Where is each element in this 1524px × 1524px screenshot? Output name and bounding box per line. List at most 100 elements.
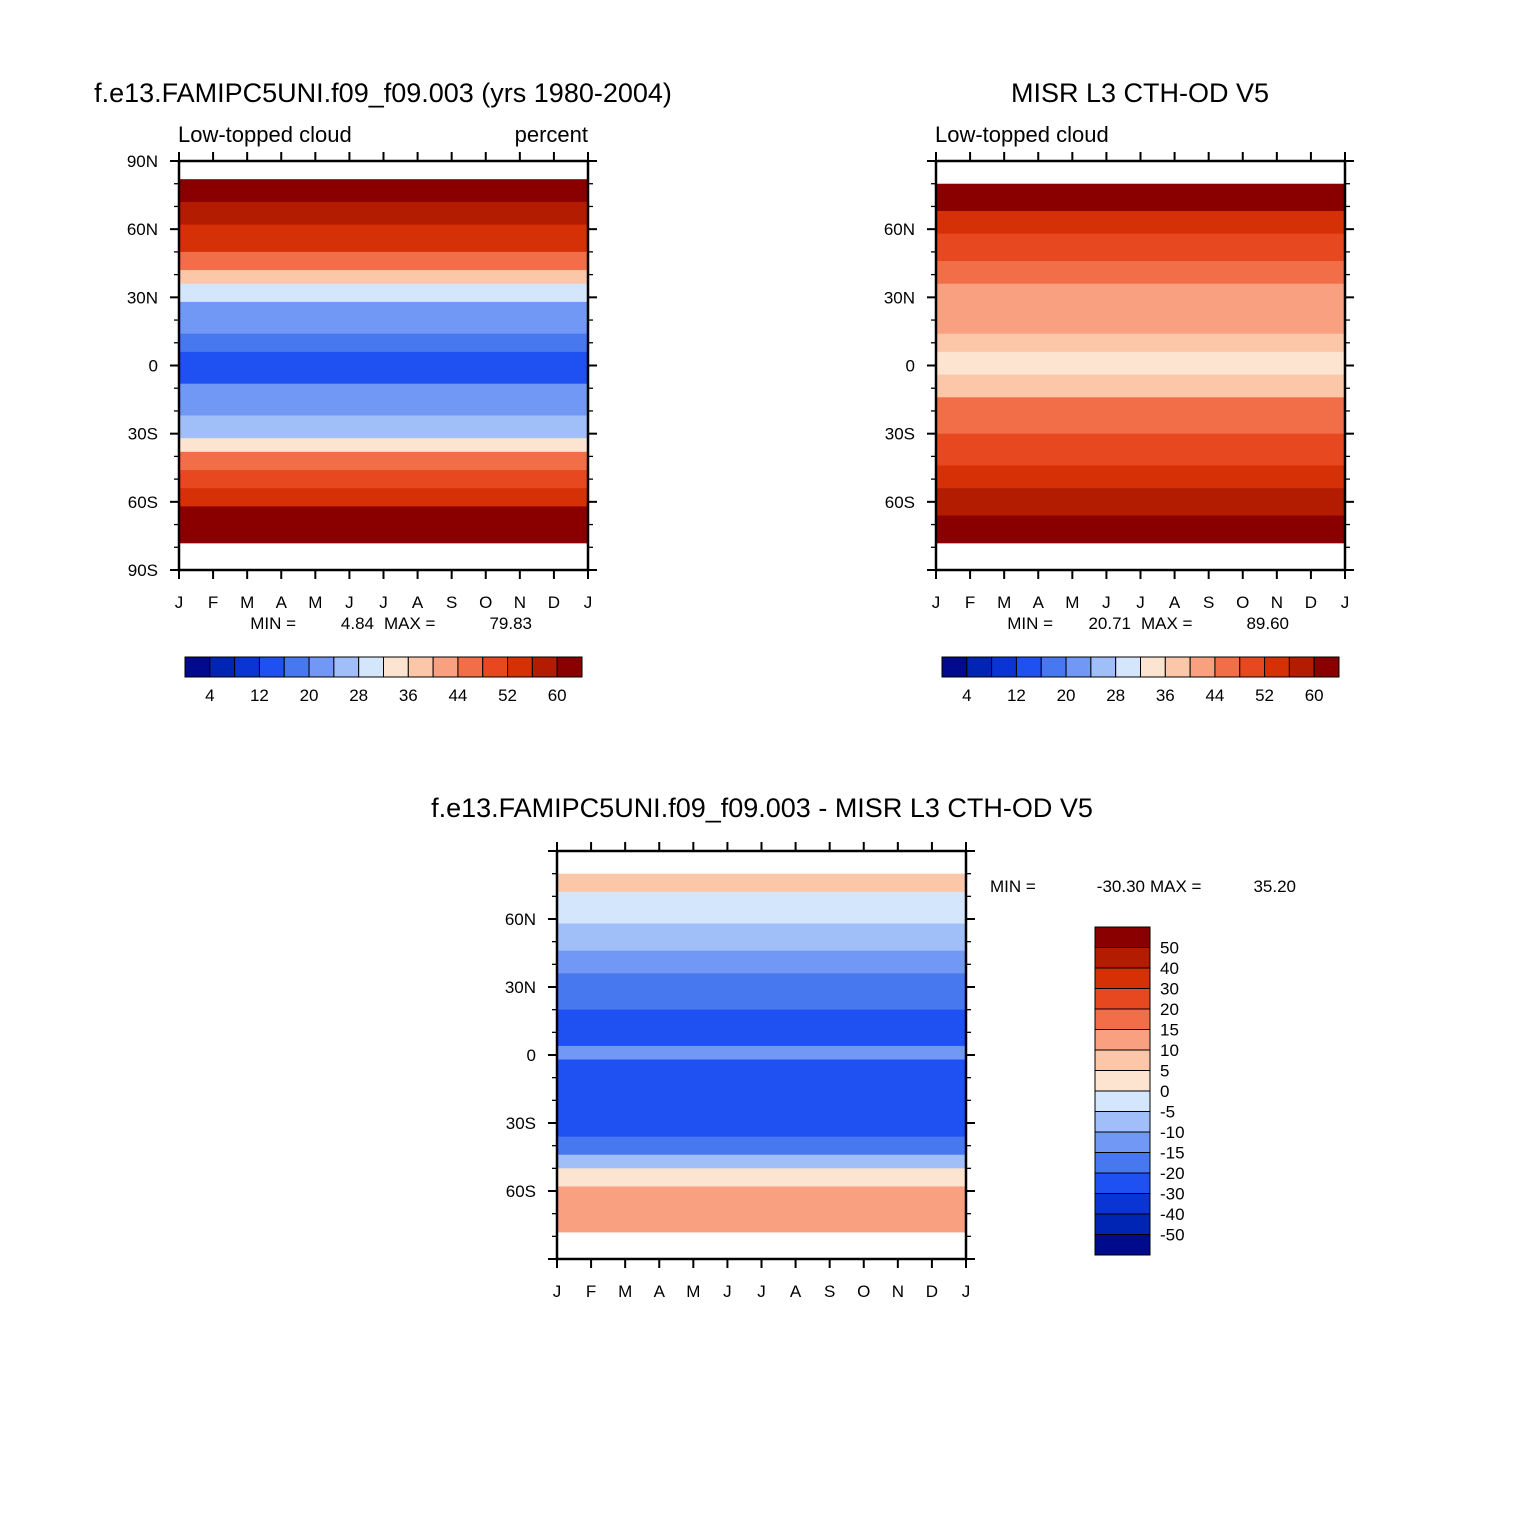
colorbar-label: 20 [1057, 686, 1076, 705]
colorbar-box [1214, 656, 1241, 678]
y-tick-label: 60S [885, 493, 915, 512]
lat-band [179, 270, 588, 285]
lat-band [936, 433, 1345, 467]
colorbar-label: 5 [1160, 1062, 1169, 1081]
x-tick-label: J [1102, 593, 1111, 612]
x-tick-label: M [618, 1282, 632, 1301]
y-tick-label: 30S [885, 425, 915, 444]
colorbar-label: 60 [548, 686, 567, 705]
lat-band [179, 415, 588, 439]
lat-band [557, 1009, 966, 1047]
colorbar-box [1094, 1213, 1151, 1235]
lat-band [557, 973, 966, 1011]
x-tick-label: J [932, 593, 941, 612]
x-tick-label: J [1136, 593, 1145, 612]
colorbar-label: -50 [1160, 1226, 1185, 1245]
colorbar-box [1264, 656, 1290, 678]
colorbar-box [1094, 1070, 1151, 1092]
colorbar-box [1094, 1090, 1151, 1112]
panel-model: f.e13.FAMIPC5UNI.f09_f09.003 (yrs 1980-2… [94, 78, 672, 705]
colorbar-box [358, 656, 384, 678]
colorbar-box [1189, 656, 1216, 678]
y-tick-label: 30S [128, 425, 158, 444]
colorbar-label: 36 [1156, 686, 1175, 705]
lat-band [936, 233, 1345, 262]
x-tick-label: A [1169, 593, 1181, 612]
lat-band [557, 1154, 966, 1169]
x-tick-label: N [1271, 593, 1283, 612]
colorbar-box [407, 656, 434, 678]
x-tick-label: J [1341, 593, 1350, 612]
colorbar-label: 12 [1007, 686, 1026, 705]
lat-band [936, 260, 1345, 285]
colorbar-label: 50 [1160, 939, 1179, 958]
colorbar-box [1094, 1172, 1151, 1194]
colorbar-box [1094, 1111, 1151, 1133]
panel-misr: MISR L3 CTH-OD V5 Low-topped cloud MIN =… [884, 78, 1354, 705]
colorbar-box [308, 656, 335, 678]
x-tick-label: D [548, 593, 560, 612]
colorbar-box [1040, 656, 1067, 678]
x-tick-label: A [412, 593, 424, 612]
y-tick-label: 0 [906, 357, 915, 376]
min-value-model: 4.84 [341, 614, 374, 633]
x-tick-label: N [892, 1282, 904, 1301]
colorbar-box [531, 656, 558, 678]
colorbar-box [383, 656, 409, 678]
y-tick-label: 60N [505, 910, 536, 929]
left-string-misr: Low-topped cloud [935, 122, 1109, 147]
x-tick-label: M [240, 593, 254, 612]
x-tick-label: J [345, 593, 354, 612]
lat-band [557, 950, 966, 974]
colorbar-box [432, 656, 459, 678]
lat-band [936, 333, 1345, 353]
colorbar-box [1239, 656, 1266, 678]
max-label-difference: MAX = [1150, 877, 1202, 896]
lat-band [936, 351, 1345, 376]
colorbar-label: 4 [962, 686, 971, 705]
lat-band [936, 374, 1345, 398]
y-tick-label: 0 [149, 357, 158, 376]
title-misr: MISR L3 CTH-OD V5 [1011, 78, 1269, 108]
x-tick-label: A [1033, 593, 1045, 612]
left-string-model: Low-topped cloud [178, 122, 352, 147]
lat-band [557, 873, 966, 893]
x-tick-label: A [654, 1282, 666, 1301]
colorbar-box [184, 656, 211, 678]
lat-band [179, 524, 588, 544]
units-string-model: percent [515, 122, 588, 147]
colorbar: 4 12 20 28 36 44 52 60 [184, 656, 583, 705]
colorbar-box [209, 656, 236, 678]
y-tick-label: 60N [884, 220, 915, 239]
colorbar-label: -30 [1160, 1185, 1185, 1204]
colorbar-label: 20 [1160, 1000, 1179, 1019]
colorbar-box [283, 656, 310, 678]
x-tick-label: S [824, 1282, 835, 1301]
colorbar: 4 12 20 28 36 44 52 60 [941, 656, 1340, 705]
lat-band [179, 333, 588, 353]
x-tick-label: J [584, 593, 593, 612]
x-tick-label: A [790, 1282, 802, 1301]
colorbar-label: -10 [1160, 1123, 1185, 1142]
colorbar-label: -40 [1160, 1205, 1185, 1224]
lat-band [179, 301, 588, 335]
colorbar-label: 15 [1160, 1021, 1179, 1040]
x-tick-label: O [857, 1282, 870, 1301]
colorbar-box [457, 656, 484, 678]
colorbar-label: 30 [1160, 980, 1179, 999]
colorbar-label: 44 [448, 686, 467, 705]
colorbar-box [1094, 947, 1151, 969]
colorbar-box [482, 656, 509, 678]
x-tick-label: F [586, 1282, 596, 1301]
max-label-misr: MAX = [1141, 614, 1193, 633]
x-tick-label: J [723, 1282, 732, 1301]
x-tick-label: J [553, 1282, 562, 1301]
colorbar-box [258, 656, 285, 678]
lat-band [179, 179, 588, 203]
colorbar-box [966, 656, 993, 678]
max-value-difference: 35.20 [1253, 877, 1296, 896]
y-tick-label: 30N [884, 288, 915, 307]
title-difference: f.e13.FAMIPC5UNI.f09_f09.003 - MISR L3 C… [431, 793, 1093, 823]
colorbar-box [1094, 1152, 1151, 1174]
